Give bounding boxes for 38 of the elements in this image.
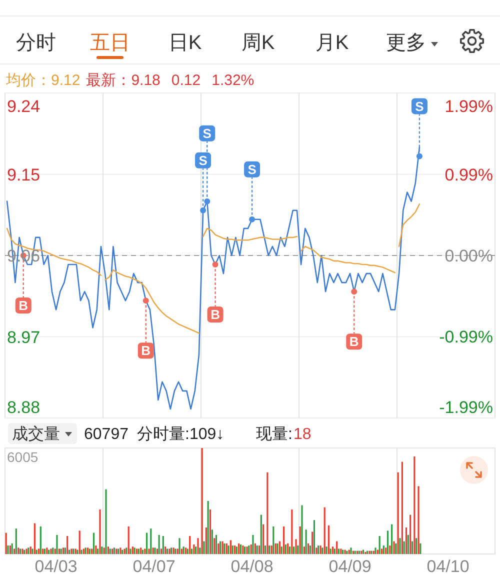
text: 月K	[315, 32, 350, 54]
text: B	[210, 307, 220, 322]
text: 成交量	[12, 425, 60, 443]
y-tick-label: 8.88	[7, 398, 40, 417]
text: 分时	[16, 32, 56, 54]
x-tick-label: 04/03	[34, 557, 78, 574]
y2-tick-label: 0.99%	[444, 166, 493, 185]
text: S	[202, 126, 212, 141]
text: 18	[293, 426, 312, 443]
legend-label: S	[198, 152, 208, 168]
text: 1.32%	[212, 72, 254, 89]
text: 均价：9.12	[5, 72, 80, 89]
y2-tick-label: -0.99%	[439, 327, 493, 346]
text: 现量:	[256, 426, 292, 443]
text: 60797	[84, 426, 129, 443]
x-tick-label: 04/09	[328, 557, 372, 574]
text: 周K	[241, 32, 276, 54]
text: 五日	[90, 32, 130, 54]
y2-tick-label: -1.99%	[439, 398, 493, 417]
text: B	[18, 298, 28, 314]
x-tick-label: 04/08	[230, 557, 274, 574]
text: 最新：9.18	[86, 72, 160, 89]
y-tick-label: 9.24	[7, 97, 40, 116]
annotation: 6005	[7, 449, 38, 465]
text: 更多	[386, 32, 426, 54]
text: 分时量:109↓	[137, 425, 224, 443]
y-tick-label: 9.15	[7, 165, 40, 184]
text: S	[415, 98, 424, 114]
text: S	[248, 162, 256, 177]
y-tick-label: 8.97	[7, 328, 40, 347]
text: B	[141, 343, 151, 358]
y2-tick-label: 0.00%	[444, 246, 493, 266]
text: 0.12	[171, 72, 201, 89]
text: B	[349, 334, 359, 350]
x-tick-label: 04/10	[426, 557, 470, 574]
x-tick-label: 04/07	[132, 557, 176, 574]
text: 日K	[168, 32, 202, 54]
y2-tick-label: 1.99%	[444, 97, 493, 116]
